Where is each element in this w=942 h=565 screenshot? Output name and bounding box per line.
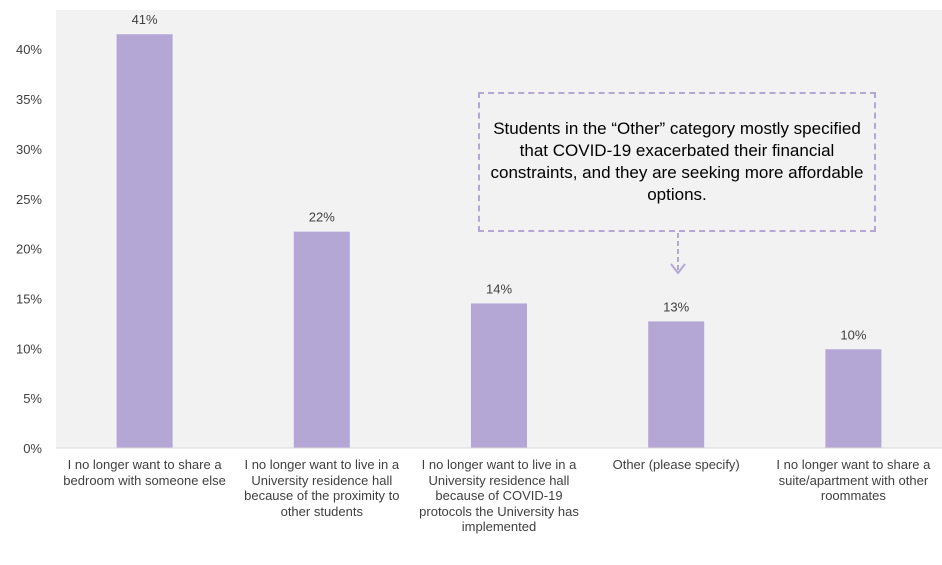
data-label: 41%	[132, 12, 158, 27]
x-tick-label: Other (please specify)	[612, 457, 740, 472]
y-tick-label: 20%	[16, 242, 42, 257]
y-tick-label: 10%	[16, 341, 42, 356]
x-tick-label: I no longer want to share a suite/apartm…	[776, 457, 931, 503]
data-label: 14%	[486, 281, 512, 296]
x-tick-label: I no longer want to live in a University…	[419, 457, 579, 534]
bars	[116, 34, 882, 449]
y-tick-label: 30%	[16, 142, 42, 157]
data-label: 22%	[309, 210, 335, 225]
bar	[825, 349, 882, 448]
data-labels: 41% 22% 14% 13% 10%	[132, 12, 867, 342]
data-label: 13%	[663, 299, 689, 314]
data-label: 10%	[840, 327, 866, 342]
y-tick-label: 15%	[16, 291, 42, 306]
bar	[471, 303, 527, 448]
x-tick-label: I no longer want to share a bedroom with…	[63, 457, 226, 488]
y-tick-label: 25%	[16, 192, 42, 207]
annotation-arrow	[670, 233, 686, 275]
y-tick-label: 0%	[23, 441, 42, 456]
annotation-text: Students in the “Other” category mostly …	[490, 119, 864, 204]
y-tick-label: 35%	[16, 92, 42, 107]
annotation-box: Students in the “Other” category mostly …	[478, 92, 876, 232]
bar	[116, 34, 173, 449]
bar	[648, 321, 705, 448]
y-tick-label: 40%	[16, 42, 42, 57]
y-axis: 0% 5% 10% 15% 20% 25% 30% 35% 40%	[16, 42, 42, 456]
bar	[293, 231, 350, 448]
y-tick-label: 5%	[23, 391, 42, 406]
x-tick-label: I no longer want to live in a University…	[244, 457, 400, 519]
